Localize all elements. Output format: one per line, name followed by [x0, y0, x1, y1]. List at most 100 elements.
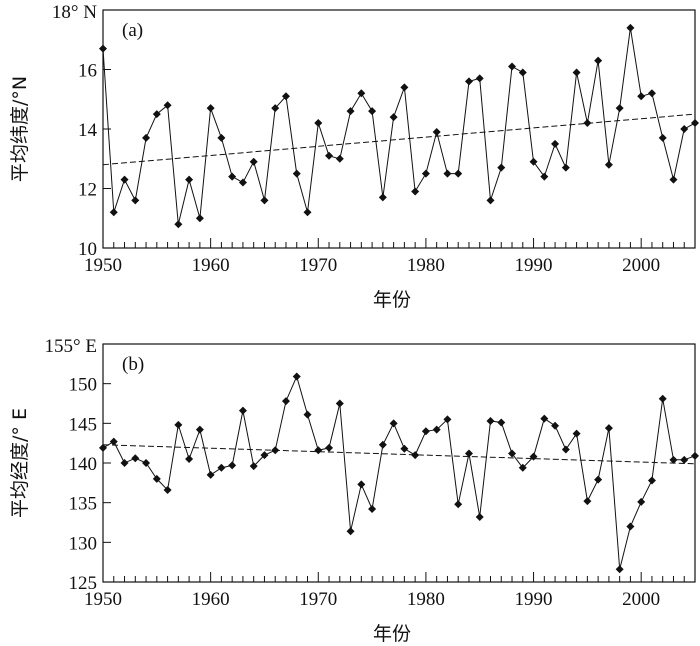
- x-axis-label-b: 年份: [373, 623, 411, 645]
- data-point-a-1994: [572, 68, 581, 77]
- data-point-b-1991: [540, 414, 549, 423]
- data-point-a-1966: [271, 104, 280, 113]
- y-tick-label-b-150: 150: [69, 375, 98, 396]
- data-point-a-1952: [120, 175, 129, 184]
- data-point-b-1999: [626, 522, 635, 531]
- x-tick-label-b-1950: 1950: [84, 589, 122, 610]
- y-top-tick-label-b: 155° E: [45, 336, 97, 357]
- ticks-b: 1950 1960 1970 1980 1990 2000 125 130 135 140 145 1…: [69, 375, 696, 610]
- data-point-a-1990: [529, 157, 538, 166]
- data-point-b-1951: [109, 437, 118, 446]
- data-point-b-1982: [443, 415, 452, 424]
- data-point-b-1990: [529, 452, 538, 461]
- data-point-b-1998: [615, 565, 624, 574]
- y-axis-label-a: 平均纬度/°N: [9, 76, 31, 182]
- x-tick-label-b-1990: 1990: [515, 589, 553, 610]
- trend-line-b: [102, 444, 696, 465]
- data-point-b-1964: [249, 462, 258, 471]
- y-top-tick-label-a: 18° N: [52, 2, 97, 23]
- data-point-a-1975: [368, 107, 377, 116]
- data-point-a-1993: [561, 163, 570, 172]
- data-point-a-1976: [378, 193, 387, 202]
- data-point-b-1973: [346, 527, 355, 536]
- data-point-b-1953: [131, 454, 140, 463]
- y-tick-label-b-140: 140: [69, 454, 98, 475]
- panel-label-a: (a): [122, 20, 143, 41]
- data-point-b-1958: [185, 455, 194, 464]
- data-point-b-1957: [174, 420, 183, 429]
- data-point-a-1989: [518, 68, 527, 77]
- data-point-b-1996: [594, 475, 603, 484]
- x-tick-label-b-1970: 1970: [299, 589, 337, 610]
- data-point-b-2004: [680, 455, 689, 464]
- data-point-a-1972: [335, 154, 344, 163]
- data-point-a-1953: [131, 196, 140, 205]
- data-point-a-1982: [443, 169, 452, 178]
- y-tick-label-b-145: 145: [69, 414, 98, 435]
- data-point-b-1980: [421, 427, 430, 436]
- data-point-a-1967: [281, 92, 290, 101]
- ticks-a: 1950 1960 1970 1980 1990 2000 10 12 14 16: [78, 61, 696, 276]
- data-point-b-1966: [271, 446, 280, 455]
- x-tick-label-b-1980: 1980: [407, 589, 445, 610]
- data-point-b-2001: [647, 476, 656, 485]
- data-point-a-1951: [109, 208, 118, 217]
- data-point-b-1978: [400, 444, 409, 453]
- x-tick-label-a-2000: 2000: [622, 255, 660, 276]
- data-point-a-2001: [647, 89, 656, 98]
- data-point-b-1961: [217, 463, 226, 472]
- data-point-b-1971: [325, 443, 334, 452]
- x-tick-label-a-1980: 1980: [407, 255, 445, 276]
- data-point-b-1952: [120, 459, 129, 467]
- data-point-b-1979: [411, 451, 420, 460]
- data-point-b-1950: [99, 443, 107, 452]
- data-point-b-1989: [518, 463, 527, 472]
- y-tick-label-b-125: 125: [69, 573, 98, 594]
- data-point-a-1956: [163, 101, 172, 110]
- data-point-a-1960: [206, 104, 215, 113]
- data-point-a-1996: [594, 56, 603, 65]
- data-point-a-1968: [292, 169, 301, 178]
- plot-frame-b: [102, 343, 696, 583]
- data-point-b-2000: [637, 497, 646, 506]
- data-point-b-1987: [497, 418, 506, 427]
- data-point-a-1970: [314, 119, 323, 128]
- data-point-a-1971: [325, 151, 334, 160]
- data-point-a-1979: [411, 187, 420, 196]
- data-point-a-1987: [497, 163, 506, 172]
- markers-b: [99, 372, 699, 574]
- y-tick-label-a-14: 14: [78, 120, 98, 141]
- trend-line-a: [102, 113, 696, 166]
- data-point-b-1988: [508, 449, 517, 458]
- data-point-a-1961: [217, 133, 226, 142]
- data-point-b-1967: [281, 397, 290, 406]
- data-point-b-1992: [551, 421, 560, 430]
- y-tick-label-b-130: 130: [69, 533, 98, 554]
- x-axis-label-a: 年份: [373, 289, 411, 311]
- y-axis-label-b: 平均经度/° E: [9, 408, 31, 518]
- data-point-b-1959: [195, 425, 204, 434]
- data-point-a-1973: [346, 107, 355, 116]
- data-point-a-1992: [551, 139, 560, 148]
- data-point-a-2002: [658, 133, 667, 142]
- data-point-a-1950: [99, 44, 107, 53]
- data-point-b-1960: [206, 470, 215, 479]
- data-point-a-1991: [540, 172, 549, 181]
- data-point-b-1972: [335, 399, 344, 408]
- data-point-a-2000: [637, 92, 646, 101]
- data-point-a-1963: [238, 178, 247, 187]
- data-point-a-1964: [249, 157, 258, 166]
- data-point-a-1988: [508, 62, 517, 71]
- data-point-a-1986: [486, 196, 495, 205]
- data-point-a-1977: [389, 113, 398, 122]
- data-point-a-1984: [464, 77, 473, 86]
- data-point-b-1970: [314, 446, 323, 455]
- data-point-a-1985: [475, 74, 484, 83]
- data-point-a-1959: [195, 214, 204, 223]
- data-point-b-1976: [378, 440, 387, 449]
- data-point-b-1983: [454, 500, 463, 509]
- x-tick-label-a-1990: 1990: [515, 255, 553, 276]
- markers-a: [99, 23, 699, 229]
- data-point-b-1995: [583, 497, 592, 506]
